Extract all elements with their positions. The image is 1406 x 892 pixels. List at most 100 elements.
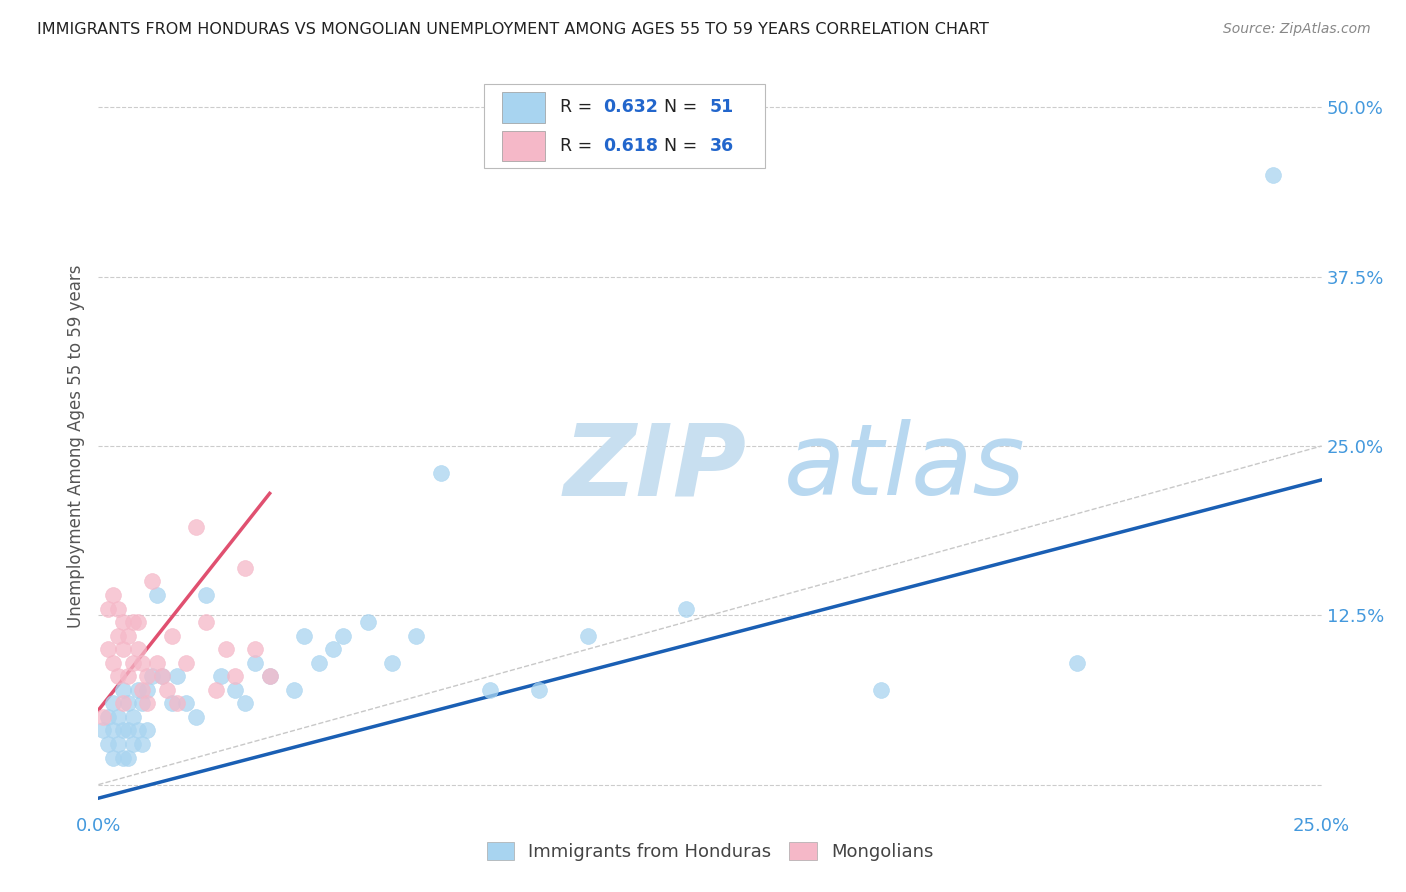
Point [166,669,188,683]
Point [186,710,208,724]
Point [224,682,246,697]
Point [150,669,173,683]
FancyBboxPatch shape [484,84,765,168]
Point [576,629,599,643]
Point [243,656,266,670]
Point [111,642,134,657]
Point [150,669,173,683]
Point [259,669,281,683]
Text: N =: N = [652,137,702,155]
Point [195,588,218,602]
Point [136,723,159,738]
Text: N =: N = [652,98,702,116]
Point [127,682,149,697]
Text: ZIP: ZIP [564,419,747,516]
Point [160,629,183,643]
Point [111,723,134,738]
Text: IMMIGRANTS FROM HONDURAS VS MONGOLIAN UNEMPLOYMENT AMONG AGES 55 TO 59 YEARS COR: IMMIGRANTS FROM HONDURAS VS MONGOLIAN UN… [37,22,988,37]
Point [156,682,179,697]
Point [356,615,378,629]
Point [176,697,198,711]
Point [131,737,153,751]
Point [292,629,315,643]
Point [308,656,330,670]
Point [1261,168,1284,182]
Point [97,642,120,657]
Point [107,710,129,724]
Point [97,601,120,615]
Point [233,697,256,711]
Text: R =: R = [560,137,598,155]
Point [136,697,159,711]
Y-axis label: Unemployment Among Ages 55 to 59 years: Unemployment Among Ages 55 to 59 years [67,264,86,628]
Point [127,615,149,629]
FancyBboxPatch shape [502,131,546,161]
Point [176,656,198,670]
Text: R =: R = [560,98,598,116]
Point [131,656,153,670]
Point [259,669,281,683]
FancyBboxPatch shape [502,92,546,123]
Point [107,737,129,751]
Point [243,642,266,657]
Point [111,750,134,764]
Point [136,669,159,683]
Point [127,642,149,657]
Point [107,669,129,683]
Point [430,466,453,480]
Text: atlas: atlas [783,419,1025,516]
Point [107,601,129,615]
Point [117,669,139,683]
Point [224,669,246,683]
Text: Source: ZipAtlas.com: Source: ZipAtlas.com [1223,22,1371,37]
Point [141,669,163,683]
Point [209,669,232,683]
Point [131,697,153,711]
Point [121,737,143,751]
Point [146,656,169,670]
Point [405,629,427,643]
Text: 0.618: 0.618 [603,137,658,155]
Point [332,629,354,643]
Point [101,697,124,711]
Point [186,520,208,534]
Point [283,682,305,697]
Point [91,723,114,738]
Point [478,682,501,697]
Point [214,642,236,657]
Point [233,561,256,575]
Point [97,737,120,751]
Point [117,629,139,643]
Point [136,682,159,697]
Point [117,750,139,764]
Point [131,682,153,697]
Point [121,615,143,629]
Point [195,615,218,629]
Point [527,682,550,697]
Text: 36: 36 [710,137,734,155]
Point [117,723,139,738]
Point [101,656,124,670]
Point [117,697,139,711]
Point [1066,656,1088,670]
Point [101,588,124,602]
Point [121,656,143,670]
Point [111,697,134,711]
Point [141,574,163,589]
Point [675,601,697,615]
Point [160,697,183,711]
Point [101,750,124,764]
Point [205,682,228,697]
Point [166,697,188,711]
Point [91,710,114,724]
Point [870,682,893,697]
Legend: Immigrants from Honduras, Mongolians: Immigrants from Honduras, Mongolians [479,835,941,869]
Point [97,710,120,724]
Point [111,615,134,629]
Point [322,642,344,657]
Point [381,656,404,670]
Point [107,629,129,643]
Text: 51: 51 [710,98,734,116]
Point [101,723,124,738]
Point [127,723,149,738]
